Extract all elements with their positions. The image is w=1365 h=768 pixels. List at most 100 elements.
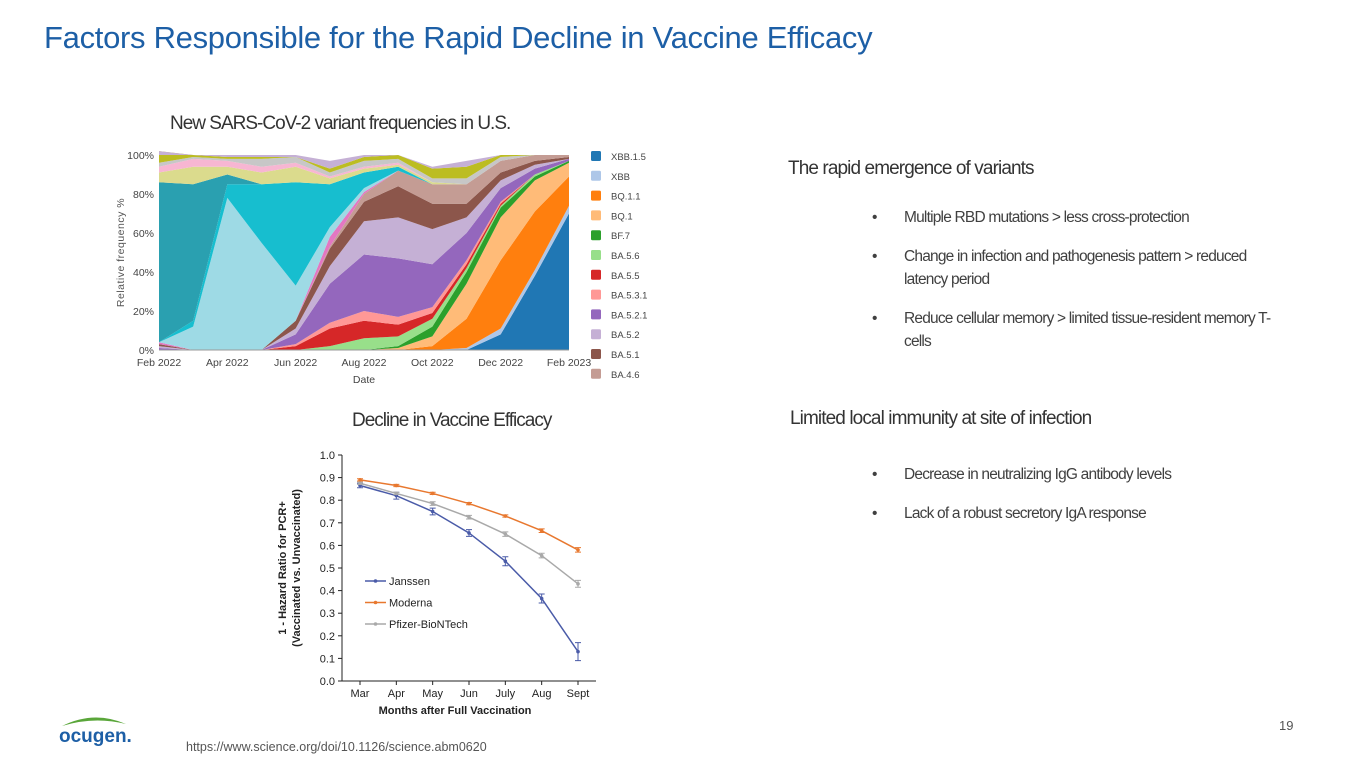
- data-point: [430, 501, 435, 506]
- x-tick-label: Sept: [567, 688, 590, 700]
- legend-label: BA.5.2.1: [611, 310, 647, 321]
- bullet-dot-icon: •: [872, 466, 877, 483]
- area-ba-5-2: [159, 158, 569, 350]
- bullet-dot-icon: •: [872, 505, 877, 522]
- immunity-bullet: • Decrease in neutralizing IgG antibody l…: [872, 463, 1292, 486]
- area-ba-1-1: [159, 155, 569, 350]
- legend-label: XBB: [611, 172, 630, 183]
- immunity-bullet-list: • Decrease in neutralizing IgG antibody l…: [872, 463, 1292, 541]
- y-axis-label: 1 - Hazard Ratio for PCR+: [277, 501, 289, 635]
- bullet-text: Change in infection and pathogenesis pat…: [904, 248, 1247, 288]
- bullet-text: Decrease in neutralizing IgG antibody le…: [904, 466, 1172, 483]
- legend-swatch: [591, 230, 601, 241]
- data-point: [576, 582, 580, 586]
- x-axis-label: Months after Full Vaccination: [379, 705, 532, 717]
- area-other-d: [159, 151, 569, 179]
- data-point: [394, 491, 399, 496]
- data-point: [539, 553, 544, 558]
- x-tick-label: May: [422, 688, 443, 700]
- y-tick-label: 0.8: [320, 495, 335, 507]
- immunity-bullet: • Lack of a robust secretory IgA response: [872, 502, 1292, 525]
- x-tick-label: July: [496, 688, 516, 700]
- data-point: [539, 528, 544, 533]
- slide-title: Factors Responsible for the Rapid Declin…: [44, 20, 873, 55]
- data-point: [576, 548, 580, 552]
- legend-label: Moderna: [389, 598, 433, 610]
- source-link[interactable]: https://www.science.org/doi/10.1126/scie…: [186, 740, 487, 754]
- bullet-dot-icon: •: [872, 248, 877, 265]
- variant-chart-title: New SARS-CoV-2 variant frequencies in U.…: [170, 113, 511, 134]
- y-tick-label: 100%: [127, 150, 154, 162]
- area-other-a: [159, 155, 569, 185]
- variants-bullet: • Reduce cellular memory > limited tissue…: [872, 307, 1292, 353]
- legend-label: BA.5.2: [611, 330, 640, 341]
- x-tick-label: Apr 2022: [206, 357, 249, 369]
- variants-heading: The rapid emergence of variants: [788, 158, 1035, 179]
- y-tick-label: 40%: [133, 267, 154, 279]
- data-point: [430, 491, 435, 496]
- area-ba-2-12-1: [159, 155, 569, 343]
- legend-label: BA.4.6: [611, 370, 640, 381]
- variants-bullet: • Change in infection and pathogenesis pa…: [872, 245, 1292, 291]
- legend-label: BA.5.1: [611, 350, 640, 361]
- variant-frequency-chart: 0% 20% 40% 60% 80% 100% Feb 2022 Apr 2022 Jun 20…: [115, 150, 647, 386]
- data-point: [467, 531, 471, 535]
- x-tick-label: Feb 2023: [547, 357, 592, 369]
- y-tick-label: 0.1: [320, 653, 335, 665]
- y-tick-label: 0.9: [320, 473, 335, 485]
- x-tick-label: Dec 2022: [478, 357, 523, 369]
- area-ba-5-1: [159, 156, 569, 350]
- bullet-dot-icon: •: [872, 209, 877, 226]
- x-tick-label: Jun 2022: [274, 357, 317, 369]
- area-bq-1: [159, 162, 569, 350]
- legend-swatch: [591, 151, 601, 161]
- x-tick-label: Aug 2022: [342, 357, 387, 369]
- x-tick-label: Jun: [460, 688, 478, 700]
- data-point: [358, 481, 362, 486]
- data-point: [503, 514, 508, 518]
- legend-marker: [373, 622, 378, 626]
- legend-swatch: [591, 329, 601, 340]
- area-other-c: [159, 155, 569, 185]
- legend-label: XBB.1.5: [611, 152, 646, 163]
- y-tick-label: 0.6: [320, 540, 335, 552]
- data-point: [503, 559, 508, 564]
- y-tick-label: 0.2: [320, 631, 335, 643]
- variants-bullet: • Multiple RBD mutations > less cross-pro…: [872, 206, 1292, 229]
- legend-label: BQ.1: [611, 211, 633, 222]
- efficacy-decline-chart: 0.0 0.1 0.2 0.3 0.4 0.5 0.6 0.7 0.8 0.9 1.0 Mar Apr M…: [277, 450, 596, 717]
- data-point: [576, 649, 580, 654]
- y-tick-label: 0%: [139, 345, 154, 357]
- legend-swatch: [591, 250, 601, 260]
- legend-swatch: [591, 210, 601, 221]
- legend-marker: [373, 579, 378, 583]
- legend-swatch: [591, 368, 601, 379]
- area-ba-2: [159, 155, 569, 350]
- y-tick-label: 0.4: [320, 586, 335, 598]
- data-point: [467, 501, 471, 506]
- bullet-text: Reduce cellular memory > limited tissue-…: [904, 310, 1271, 350]
- y-axis-label: Relative frequency %: [115, 198, 127, 307]
- legend-swatch: [591, 309, 601, 320]
- x-tick-label: Feb 2022: [137, 357, 182, 369]
- data-point: [394, 483, 399, 488]
- data-point: [358, 478, 362, 482]
- variants-bullet-list: • Multiple RBD mutations > less cross-pro…: [872, 206, 1292, 369]
- x-tick-label: Apr: [388, 688, 405, 700]
- y-tick-label: 20%: [133, 306, 154, 318]
- x-axis-label: Date: [353, 374, 375, 386]
- area-ba-4-6: [159, 155, 569, 350]
- bullet-text: Multiple RBD mutations > less cross-prot…: [904, 209, 1190, 226]
- y-tick-label: 60%: [133, 228, 154, 240]
- legend-swatch: [591, 269, 601, 280]
- x-tick-label: Mar: [351, 688, 370, 700]
- logo-text: ocugen.: [59, 726, 132, 747]
- y-tick-label: 0.0: [320, 676, 335, 688]
- ocugen-logo: ocugen.: [59, 717, 132, 747]
- y-tick-label: 1.0: [320, 450, 335, 462]
- legend-label: BA.5.6: [611, 251, 640, 262]
- area-other-e: [159, 151, 569, 169]
- y-tick-label: 0.5: [320, 563, 335, 575]
- data-point: [503, 532, 508, 536]
- page-number: 19: [1279, 718, 1294, 733]
